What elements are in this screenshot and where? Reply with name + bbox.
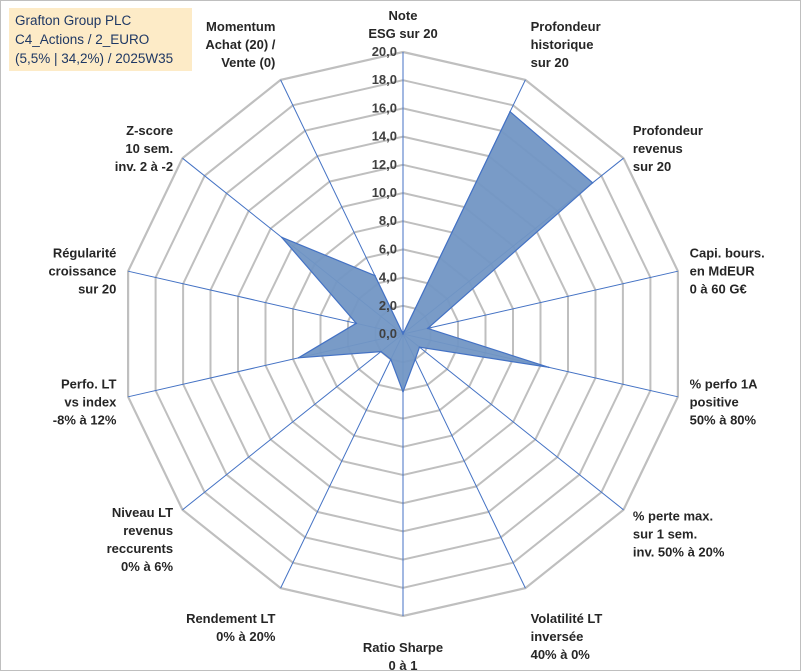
axis-label-line: inv. 50% à 20%: [633, 545, 725, 560]
data-point-2: [591, 182, 594, 184]
axis-label-line: vs index: [64, 394, 117, 409]
data-point-13: [374, 274, 376, 277]
axis-label-line: Profondeur: [633, 123, 703, 138]
axis-label-line: Niveau LT: [112, 505, 173, 520]
radar-spoke: [182, 333, 404, 511]
data-point-9: [380, 350, 382, 353]
data-point-0: [402, 333, 404, 335]
axis-label-line: Momentum: [206, 19, 275, 34]
axis-label-line: Perfo. LT: [61, 376, 116, 391]
axis-label-line: Régularité: [53, 246, 117, 261]
axis-label-line: Rendement LT: [186, 611, 275, 626]
axis-label-line: croissance: [48, 264, 116, 279]
axis-label-line: Vente (0): [221, 55, 275, 70]
data-point-4: [547, 366, 550, 369]
axis-label-line: Profondeur: [531, 19, 601, 34]
axis-label-13: Momentum Achat (20) / Vente (0): [205, 19, 275, 70]
radar-tick-labels: 0,0 2,0 4,0 6,0 8,0 10,0 12,0 14,0 16,0 18,0 20,0: [372, 44, 397, 341]
tick-label: 12,0: [372, 157, 397, 172]
axis-label-1: Profondeur historique sur 20: [531, 19, 601, 70]
radar-spoke: [402, 270, 679, 335]
axis-label-10: Perfo. LT vs index -8% à 12%: [53, 376, 117, 427]
axis-label-7: Ratio Sharpe 0 à 1: [363, 640, 443, 671]
axis-label-9: Niveau LT revenus reccurents 0% à 6%: [107, 505, 174, 574]
axis-label-line: Volatilité LT: [531, 611, 603, 626]
data-point-3: [426, 327, 429, 330]
axis-label-line: sur 1 sem.: [633, 527, 697, 542]
axis-label-line: 50% à 80%: [690, 412, 757, 427]
axis-label-line: historique: [531, 37, 594, 52]
tick-label: 4,0: [379, 270, 397, 285]
radar-spoke: [280, 333, 404, 589]
axis-label-line: Ratio Sharpe: [363, 640, 443, 655]
axis-label-line: % perte max.: [633, 509, 713, 524]
axis-label-line: Capi. bours.: [690, 246, 765, 261]
axis-label-line: 10 sem.: [125, 141, 173, 156]
axis-label-line: 0 à 60 G€: [690, 282, 747, 297]
axis-label-11: Régularité croissance sur 20: [48, 246, 116, 297]
axis-label-line: ESG sur 20: [368, 26, 437, 41]
data-point-10: [297, 357, 300, 359]
axis-label-8: Rendement LT 0% à 20%: [186, 611, 276, 644]
axis-label-line: sur 20: [633, 159, 671, 174]
axis-label-line: % perfo 1A: [690, 376, 759, 391]
data-point-5: [418, 346, 421, 349]
data-point-6: [414, 358, 417, 361]
axis-label-line: sur 20: [78, 282, 116, 297]
data-point-1: [509, 110, 511, 113]
axis-label-line: 0% à 6%: [121, 559, 173, 574]
tick-label: 18,0: [372, 72, 397, 87]
data-point-11: [355, 322, 358, 325]
axis-label-line: Achat (20) /: [205, 37, 275, 52]
axis-label-line: en MdEUR: [690, 264, 756, 279]
tick-label: 20,0: [372, 44, 397, 59]
tick-label: 8,0: [379, 213, 397, 228]
axis-label-line: 0 à 1: [389, 658, 418, 671]
axis-label-line: inversée: [531, 629, 584, 644]
period-summary: (5,5% | 34,2%) / 2025W35: [15, 51, 174, 66]
axis-label-line: revenus: [633, 141, 683, 156]
tick-label: 6,0: [379, 241, 397, 256]
radar-spoke: [402, 333, 526, 589]
axis-label-2: Profondeur revenus sur 20: [633, 123, 703, 174]
data-point-12: [280, 236, 283, 239]
axis-label-line: -8% à 12%: [53, 412, 117, 427]
axis-label-line: sur 20: [531, 55, 569, 70]
axis-label-12: Z-score 10 sem. inv. 2 à -2: [115, 123, 173, 174]
axis-label-3: Capi. bours. en MdEUR 0 à 60 G€: [690, 246, 765, 297]
company-name: Grafton Group PLC: [15, 13, 132, 28]
tick-label: 16,0: [372, 100, 397, 115]
axis-label-line: reccurents: [107, 541, 173, 556]
axis-label-line: inv. 2 à -2: [115, 159, 173, 174]
axis-label-line: 0% à 20%: [216, 629, 276, 644]
portfolio-category: C4_Actions / 2_EURO: [15, 32, 150, 47]
axis-label-5: % perte max. sur 1 sem. inv. 50% à 20%: [633, 509, 725, 560]
chart-title-box: Grafton Group PLC C4_Actions / 2_EURO (5…: [9, 8, 192, 71]
tick-label: 0,0: [379, 326, 397, 341]
tick-label: 10,0: [372, 185, 397, 200]
radar-axis-labels: Note ESG sur 20 Profondeur historique sur 20…: [48, 8, 764, 671]
radar-spoke: [402, 333, 624, 511]
radar-series: [280, 110, 594, 394]
data-point-7: [402, 391, 404, 393]
data-point-8: [390, 358, 392, 361]
axis-label-line: revenus: [123, 523, 173, 538]
tick-label: 14,0: [372, 129, 397, 144]
axis-label-line: Note: [389, 8, 418, 23]
axis-label-0: Note ESG sur 20: [368, 8, 437, 41]
tick-label: 2,0: [379, 298, 397, 313]
axis-label-6: Volatilité LT inversée 40% à 0%: [531, 611, 603, 662]
axis-label-line: positive: [690, 394, 739, 409]
axis-label-line: Z-score: [126, 123, 173, 138]
axis-label-line: 40% à 0%: [531, 647, 591, 662]
axis-label-4: % perfo 1A positive 50% à 80%: [690, 376, 759, 427]
